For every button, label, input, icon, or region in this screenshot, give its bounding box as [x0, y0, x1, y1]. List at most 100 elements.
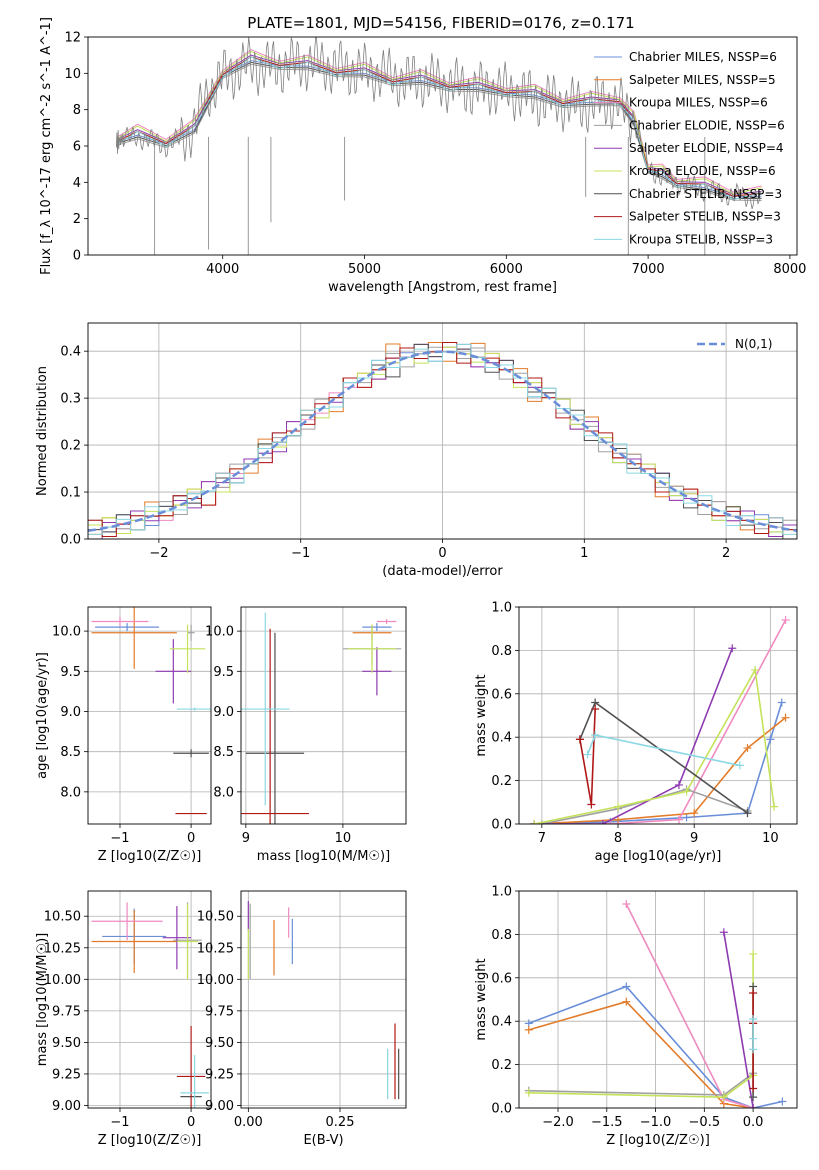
mass-weight-marker: [749, 1093, 758, 1102]
y-tick-label: 8: [73, 103, 81, 118]
y-tick-label: 1.0: [491, 601, 512, 616]
x-tick-label: 8000: [773, 262, 806, 277]
panel-spectrum: 4000 5000 6000 7000 8000 0 2 4 6 8 10 12 wavelength …: [39, 17, 806, 295]
axes-frame: [87, 890, 212, 1109]
x-tick-label: 9: [242, 831, 250, 846]
mass-weight-marker: [524, 1088, 533, 1097]
y-tick-label: 9.00: [205, 1099, 234, 1114]
y-tick-label: 0.2: [60, 439, 81, 454]
plot-area: [115, 37, 762, 255]
y-axis-label: mass [log10(M/M☉)]: [35, 933, 50, 1066]
y-tick-label: 9.50: [205, 1036, 234, 1051]
y-tick-label: 0.1: [60, 486, 81, 501]
x-tick-label: 10: [335, 831, 352, 846]
mass-weight-line: [528, 953, 754, 1098]
x-tick-label: −1: [110, 831, 129, 846]
panel-age-vs-mass: 9 10 8.0 8.5 9.0 9.5 10.0 mass [log10(M/M☉)]: [205, 606, 407, 864]
y-tick-label: 1.0: [491, 885, 512, 900]
y-tick-label: 9.5: [60, 665, 81, 680]
y-tick-label: 0.3: [60, 392, 81, 407]
mass-weight-marker: [622, 982, 631, 991]
mass-weight-marker: [674, 780, 683, 789]
legend-entry: Kroupa MILES, NSSP=6: [629, 96, 768, 110]
y-tick-label: 10: [64, 67, 81, 82]
mass-weight-marker: [614, 802, 623, 811]
x-axis-label: (data-model)/error: [382, 564, 503, 579]
y-tick-label: 0.8: [491, 928, 512, 943]
x-tick-label: −1.5: [591, 1115, 623, 1130]
y-tick-label: 8.5: [213, 745, 234, 760]
x-tick-label: 4000: [206, 262, 239, 277]
mass-weight-marker: [766, 735, 775, 744]
plot-area: [91, 902, 209, 1108]
panel-mass-weight-vs-z: −2.0 −1.5 −1.0 −0.5 0.0 0.0 0.2 0.4 0.6 0.8 1.0 Z […: [474, 885, 798, 1148]
x-tick-label: 7000: [632, 262, 665, 277]
y-axis-label: Normed distribution: [35, 366, 50, 496]
plot-area: [247, 901, 400, 1100]
y-tick-label: 10.0: [52, 625, 81, 640]
mass-weight-marker: [749, 1034, 758, 1043]
x-tick-label: 2: [722, 546, 730, 561]
mass-weight-marker: [749, 1084, 758, 1093]
mass-weight-marker: [749, 1045, 758, 1054]
legend-entry: Salpeter MILES, NSSP=5: [629, 73, 776, 87]
y-tick-label: 0.2: [491, 774, 512, 789]
y-tick-label: 9.25: [52, 1067, 81, 1082]
x-axis-label: Z [log10(Z/Z☉)]: [98, 849, 202, 864]
y-tick-label: 0.4: [60, 345, 81, 360]
x-tick-label: 6000: [490, 262, 523, 277]
legend-entry: Kroupa STELIB, NSSP=3: [629, 232, 773, 246]
mass-weight-marker: [719, 1093, 728, 1102]
mass-weight-marker: [591, 731, 600, 740]
mass-weight-marker: [735, 761, 744, 770]
x-tick-label: −2: [149, 546, 168, 561]
mass-weight-marker: [606, 820, 615, 824]
x-tick-label: 7: [538, 831, 546, 846]
y-axis-label: Flux [f_λ 10^-17 erg cm^-2 s^-1 A^-1]: [39, 17, 54, 275]
y-tick-label: 10.25: [44, 941, 81, 956]
panel-mass-vs-z: −1 0 9.00 9.25 9.50 9.75 10.00 10.25 10.50 Z [log…: [35, 890, 212, 1148]
x-tick-label: 0.0: [743, 1115, 764, 1130]
y-tick-label: 0.0: [491, 818, 512, 833]
y-tick-label: 0.6: [491, 971, 512, 986]
mass-weight-line: [586, 734, 741, 767]
y-axis-label: age [log10(age/yr)]: [35, 652, 50, 779]
y-tick-label: 8.0: [213, 785, 234, 800]
mass-weight-marker: [781, 713, 790, 722]
axes-frame: [518, 606, 798, 825]
axes-frame: [518, 890, 798, 1109]
y-axis-label: mass weight: [474, 674, 489, 756]
axes-frame: [240, 606, 407, 825]
mass-weight-marker: [751, 665, 760, 674]
y-tick-label: 0: [73, 249, 81, 264]
mass-weight-marker: [743, 809, 752, 818]
mass-weight-marker: [682, 787, 691, 796]
mass-weight-marker: [530, 820, 539, 824]
panel-mass-vs-ebv: 0.00 0.25 9.00 9.25 9.50 9.75 10.00 10.25 10.50 E…: [197, 890, 407, 1148]
mass-weight-marker: [781, 616, 790, 625]
x-axis-label: Z [log10(Z/Z☉)]: [98, 1133, 202, 1148]
y-tick-label: 8.0: [60, 785, 81, 800]
mass-weight-marker: [622, 900, 631, 909]
y-tick-label: 0.8: [491, 644, 512, 659]
x-axis-label: E(B-V): [303, 1133, 343, 1148]
y-tick-label: 2: [73, 212, 81, 227]
axes-frame: [87, 322, 798, 540]
plot-area: [530, 616, 790, 824]
mass-weight-line: [541, 788, 748, 824]
y-tick-label: 10.00: [44, 973, 81, 988]
axes-frame: [87, 606, 212, 825]
x-tick-label: −0.5: [689, 1115, 721, 1130]
plot-area: [88, 342, 797, 539]
mass-weight-marker: [622, 997, 631, 1006]
legend-entry: N(0,1): [735, 337, 772, 351]
mass-weight-marker: [524, 1025, 533, 1034]
x-tick-label: 0.00: [234, 1115, 263, 1130]
mass-weight-marker: [682, 813, 691, 822]
y-tick-label: 10.0: [205, 625, 234, 640]
x-tick-label: 0: [187, 1115, 195, 1130]
x-tick-label: 1: [580, 546, 588, 561]
mass-weight-marker: [770, 802, 779, 811]
y-tick-label: 0.2: [491, 1058, 512, 1073]
